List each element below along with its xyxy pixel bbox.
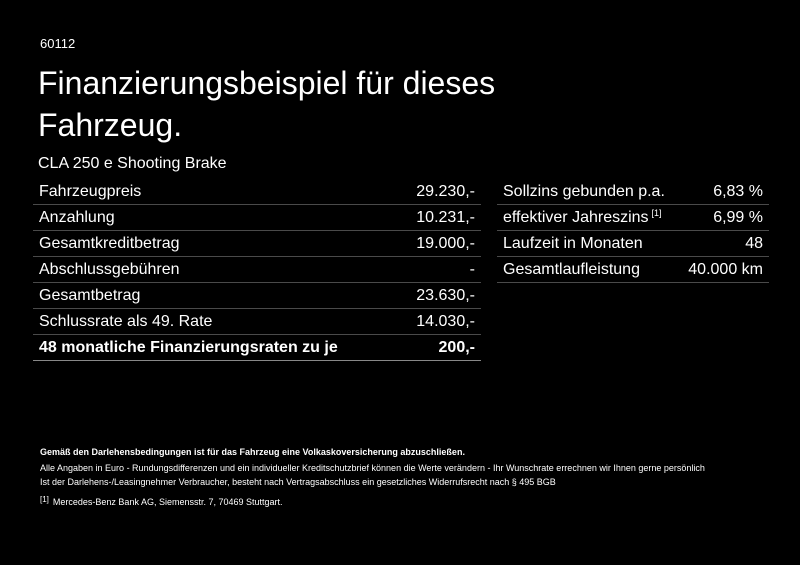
row-value: 48 bbox=[745, 234, 763, 252]
row-label: Sollzins gebunden p.a. bbox=[503, 182, 665, 200]
footer-note: [1] Mercedes-Benz Bank AG, Siemensstr. 7,… bbox=[40, 493, 283, 509]
left-table: Fahrzeugpreis 29.230,- Anzahlung 10.231,- Ge… bbox=[33, 179, 481, 361]
table-row: 48 monatliche Finanzierungsraten zu je 20… bbox=[33, 335, 481, 361]
row-label: Gesamtlaufleistung bbox=[503, 260, 640, 278]
row-label: Anzahlung bbox=[39, 208, 115, 226]
table-row: Gesamtbetrag 23.630,- bbox=[33, 283, 481, 309]
footer-line: Ist der Darlehens-/Leasingnehmer Verbrau… bbox=[40, 477, 556, 487]
table-row: Abschlussgebühren - bbox=[33, 257, 481, 283]
row-label: effektiver Jahreszins bbox=[503, 209, 649, 226]
right-table: Sollzins gebunden p.a. 6,83 % effektiver J… bbox=[497, 179, 769, 283]
table-row: effektiver Jahreszins [1] 6,99 % bbox=[497, 205, 769, 231]
table-row: Gesamtkreditbetrag 19.000,- bbox=[33, 231, 481, 257]
row-value: 6,83 % bbox=[713, 182, 763, 200]
row-label: Schlussrate als 49. Rate bbox=[39, 312, 213, 330]
row-label-group: effektiver Jahreszins [1] bbox=[503, 208, 662, 227]
row-value: 40.000 km bbox=[688, 260, 763, 278]
model: CLA 250 e Shooting Brake bbox=[38, 155, 227, 172]
note-text: Mercedes-Benz Bank AG, Siemensstr. 7, 70… bbox=[52, 497, 283, 507]
note-marker: [1] bbox=[651, 208, 662, 218]
table-row: Anzahlung 10.231,- bbox=[33, 205, 481, 231]
row-value: 19.000,- bbox=[416, 234, 475, 252]
row-label: 48 monatliche Finanzierungsraten zu je bbox=[39, 338, 338, 356]
row-value: 200,- bbox=[438, 338, 475, 356]
row-value: 10.231,- bbox=[416, 208, 475, 226]
table-row: Gesamtlaufleistung 40.000 km bbox=[497, 257, 769, 283]
vehicle-id: 60112 bbox=[40, 36, 76, 51]
row-value: 29.230,- bbox=[416, 182, 475, 200]
row-label: Gesamtkreditbetrag bbox=[39, 234, 180, 252]
row-value: 6,99 % bbox=[713, 208, 763, 226]
title-line: Fahrzeug. bbox=[38, 107, 183, 143]
row-label: Laufzeit in Monaten bbox=[503, 234, 643, 252]
table-row: Laufzeit in Monaten 48 bbox=[497, 231, 769, 257]
table-row: Fahrzeugpreis 29.230,- bbox=[33, 179, 481, 205]
row-value: 14.030,- bbox=[416, 312, 475, 330]
title: Finanzierungsbeispiel für dieses Fahrzeu… bbox=[38, 62, 495, 146]
row-value: 23.630,- bbox=[416, 286, 475, 304]
table-row: Sollzins gebunden p.a. 6,83 % bbox=[497, 179, 769, 205]
footer-bold: Gemäß den Darlehensbedingungen ist für d… bbox=[40, 447, 465, 457]
footer-line: Alle Angaben in Euro - Rundungsdifferenz… bbox=[40, 463, 705, 473]
row-value: - bbox=[469, 260, 475, 278]
row-label: Abschlussgebühren bbox=[39, 260, 180, 278]
table-row: Schlussrate als 49. Rate 14.030,- bbox=[33, 309, 481, 335]
note-marker: [1] bbox=[40, 495, 49, 504]
row-label: Gesamtbetrag bbox=[39, 286, 141, 304]
row-label: Fahrzeugpreis bbox=[39, 182, 142, 200]
title-line: Finanzierungsbeispiel für dieses bbox=[38, 65, 496, 101]
